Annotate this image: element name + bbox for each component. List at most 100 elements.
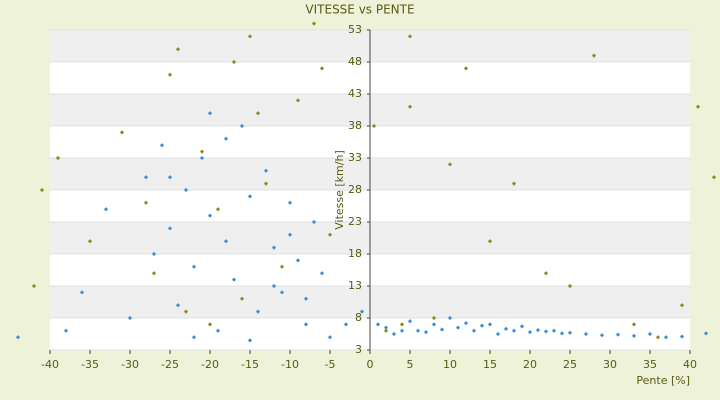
point <box>207 111 213 116</box>
point <box>199 149 205 154</box>
point <box>463 320 469 326</box>
x-tick-label: -40 <box>41 358 59 371</box>
point <box>487 322 493 327</box>
point <box>519 324 525 329</box>
point <box>543 271 549 276</box>
x-tick-label: 0 <box>367 358 374 371</box>
point <box>375 322 381 327</box>
y-tick-label: 38 <box>348 119 362 132</box>
point <box>199 155 205 161</box>
x-tick-label: -5 <box>325 358 336 371</box>
point <box>407 319 413 324</box>
point <box>399 322 405 327</box>
point <box>215 207 221 212</box>
point <box>239 123 245 129</box>
point <box>143 175 149 180</box>
x-tick-label: -20 <box>201 358 219 371</box>
point <box>343 322 349 327</box>
point <box>175 303 181 308</box>
point <box>287 200 293 205</box>
x-axis-title: Pente [%] <box>636 374 690 387</box>
point <box>247 194 253 199</box>
point <box>231 277 237 282</box>
point <box>423 329 429 335</box>
point <box>495 331 501 337</box>
x-tick-label: 30 <box>603 358 617 371</box>
point <box>663 335 669 340</box>
y-tick-label: 43 <box>348 87 362 100</box>
point <box>631 322 637 327</box>
point <box>583 331 589 337</box>
point <box>327 335 333 340</box>
point <box>175 47 181 52</box>
point <box>191 335 197 340</box>
point <box>503 326 509 332</box>
x-tick-label: 40 <box>683 358 697 371</box>
point <box>215 328 221 333</box>
point <box>567 283 573 289</box>
x-tick-label: -15 <box>241 358 259 371</box>
point <box>55 155 61 161</box>
point <box>39 187 45 193</box>
x-tick-label: 15 <box>483 358 497 371</box>
point <box>487 239 493 244</box>
point <box>295 258 301 263</box>
point <box>271 283 277 289</box>
point <box>535 328 541 333</box>
y-tick-label: 28 <box>348 183 362 196</box>
point <box>543 329 549 334</box>
point <box>447 162 453 167</box>
x-tick-label: -25 <box>161 358 179 371</box>
point <box>127 315 133 321</box>
y-tick-label: 48 <box>348 55 362 68</box>
point <box>151 251 157 257</box>
point <box>223 136 229 141</box>
point <box>303 296 309 301</box>
point <box>167 226 173 231</box>
point <box>247 34 253 39</box>
point <box>143 200 149 205</box>
point <box>319 271 325 276</box>
point <box>191 264 197 269</box>
point <box>711 175 717 180</box>
y-axis-title: Vitesse [km/h] <box>333 150 346 230</box>
y-tick-label: 3 <box>355 343 362 356</box>
point <box>247 338 253 343</box>
point <box>359 309 365 314</box>
point <box>311 219 317 225</box>
point <box>231 59 237 65</box>
point <box>87 239 93 244</box>
point <box>103 207 109 212</box>
point <box>263 168 269 173</box>
point <box>447 315 453 321</box>
point <box>615 332 621 337</box>
x-tick-label: -30 <box>121 358 139 371</box>
point <box>263 181 269 186</box>
point <box>567 330 573 335</box>
x-tick-label: 35 <box>643 358 657 371</box>
point <box>167 175 173 180</box>
point <box>223 239 229 244</box>
point <box>383 325 389 330</box>
point <box>279 264 285 269</box>
point <box>511 181 517 186</box>
point <box>151 271 157 276</box>
point <box>455 325 461 330</box>
y-tick-label: 33 <box>348 151 362 164</box>
point <box>207 322 213 327</box>
point <box>471 328 477 333</box>
y-tick-label: 18 <box>348 247 362 260</box>
y-tick-label: 13 <box>348 279 362 292</box>
point <box>479 323 485 328</box>
x-tick-label: 5 <box>407 358 414 371</box>
point <box>167 72 173 77</box>
chart-title: VITESSE vs PENTE <box>305 3 414 17</box>
point <box>439 327 445 332</box>
point <box>415 328 421 333</box>
point <box>599 333 605 338</box>
x-tick-label: 10 <box>443 358 457 371</box>
point <box>679 334 685 339</box>
point <box>655 335 661 340</box>
point <box>527 329 533 335</box>
